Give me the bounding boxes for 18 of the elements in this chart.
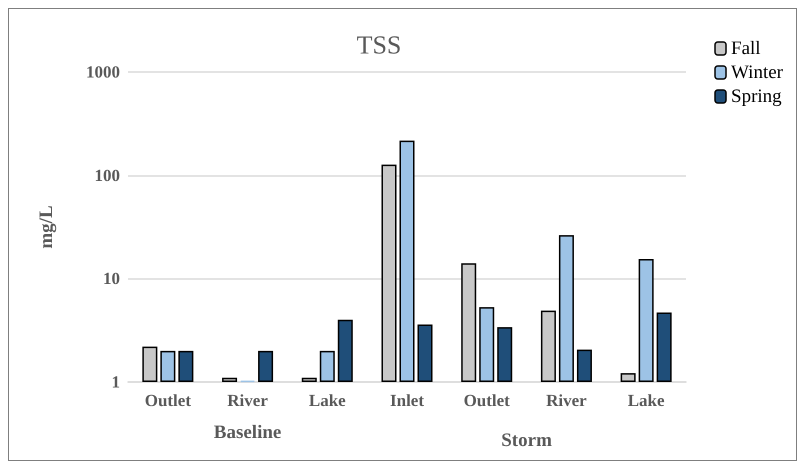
legend-label: Spring [731,86,782,107]
text: Storm [501,430,552,451]
y-axis-title: mg/L [36,205,57,249]
y-tick-label: 10 [103,269,120,288]
text: Baseline [214,422,282,443]
x-tick-label: Outlet [464,391,510,410]
chart-title: TSS [356,30,402,60]
y-tick-label: 100 [94,166,120,185]
x-tick-label: Lake [308,391,346,410]
x-tick-label: River [227,391,268,410]
y-tick-label: 1 [112,372,120,392]
y-tick-label: 1000 [86,62,120,82]
x-tick-label: Inlet [390,391,424,410]
legend-label: Winter [731,62,784,83]
x-tick-label: Outlet [144,391,192,410]
x-tick-label: River [546,391,588,410]
legend-label: Fall [731,38,761,59]
x-tick-label: Lake [628,391,666,410]
